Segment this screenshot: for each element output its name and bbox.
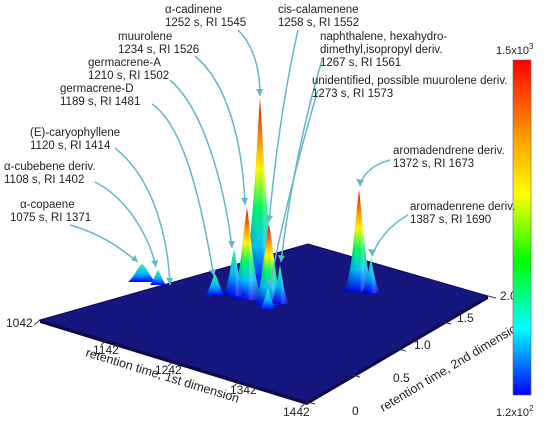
y-tick-0: 0 [352, 404, 359, 418]
label-cis-calamenene: cis-calamenene 1258 s, RI 1552 [278, 4, 359, 29]
label-alpha-cadinene: α-cadinene 1252 s, RI 1545 [165, 4, 246, 29]
y-tick-1.0: 1.0 [414, 338, 431, 352]
label-aromadenrene-deriv: aromadenrene deriv. 1387 s, RI 1690 [410, 201, 515, 226]
peak-alpha-copaene [128, 264, 156, 282]
y-tick-0.5: 0.5 [393, 371, 410, 385]
peak-aromadendrene-deriv [343, 190, 375, 292]
arrow-e-caryophyllene [114, 147, 171, 286]
floor-edge-front [40, 320, 307, 405]
peak-alpha-cadinene [239, 98, 281, 287]
arrow-heads [131, 89, 376, 286]
arrow-aromadenrene [371, 214, 409, 257]
colorbar-max-label: 1.5x103 [496, 42, 534, 57]
label-unidentified: unidentified, possible muurolene deriv. 1… [312, 75, 507, 100]
colorbar [512, 59, 532, 396]
label-alpha-copaene: α-copaene 1075 s, RI 1371 [10, 199, 91, 224]
y-axis [306, 295, 497, 405]
x-tick-1442: 1442 [283, 405, 310, 419]
label-muurolene: muurolene 1234 s, RI 1526 [118, 31, 199, 56]
arrow-alpha-cadinene [237, 29, 261, 97]
arrow-aromadendrene [359, 159, 391, 187]
peak-unidentified [260, 288, 276, 310]
colorbar-min-label: 1.2x102 [496, 404, 534, 419]
x-tick-1342: 1342 [230, 383, 257, 397]
x-axis [33, 319, 308, 408]
label-e-caryophyllene: (E)-caryophyllene 1120 s, RI 1414 [30, 127, 120, 152]
y-tick-1.5: 1.5 [457, 311, 474, 325]
peak-germacrene-d [205, 274, 225, 296]
peak-germacrene-a [222, 250, 246, 296]
annotation-arrows [69, 29, 409, 287]
peak-aromadenrene-deriv [361, 258, 381, 293]
floor-edge-side [307, 296, 488, 405]
label-alpha-cubebene: α-cubebene deriv. 1108 s, RI 1402 [4, 161, 95, 186]
x-tick-1242: 1242 [155, 363, 182, 377]
arrow-unidentified [269, 89, 319, 287]
label-aromadendrene-deriv: aromadendrene deriv. 1372 s, RI 1673 [393, 145, 505, 170]
peak-naphthalene-deriv [270, 265, 290, 304]
label-germacrene-d: germacrene-D 1189 s, RI 1481 [60, 83, 140, 108]
arrow-alpha-cubebene [94, 181, 157, 268]
label-naphthalene: naphthalene, hexahydro-dimethyl,isopropy… [320, 31, 447, 69]
arrow-cis-calamenene [268, 29, 299, 223]
peak-alpha-cubebene [150, 270, 166, 285]
x-tick-1142: 1142 [93, 343, 119, 357]
arrow-muurolene [194, 55, 246, 206]
arrow-alpha-copaene [69, 224, 139, 263]
label-germacrene-a: germacrene-A 1210 s, RI 1502 [88, 57, 169, 82]
arrow-germacrene-a [169, 79, 233, 249]
arrow-germacrene-d [151, 103, 215, 277]
x-tick-1042: 1042 [6, 316, 33, 330]
